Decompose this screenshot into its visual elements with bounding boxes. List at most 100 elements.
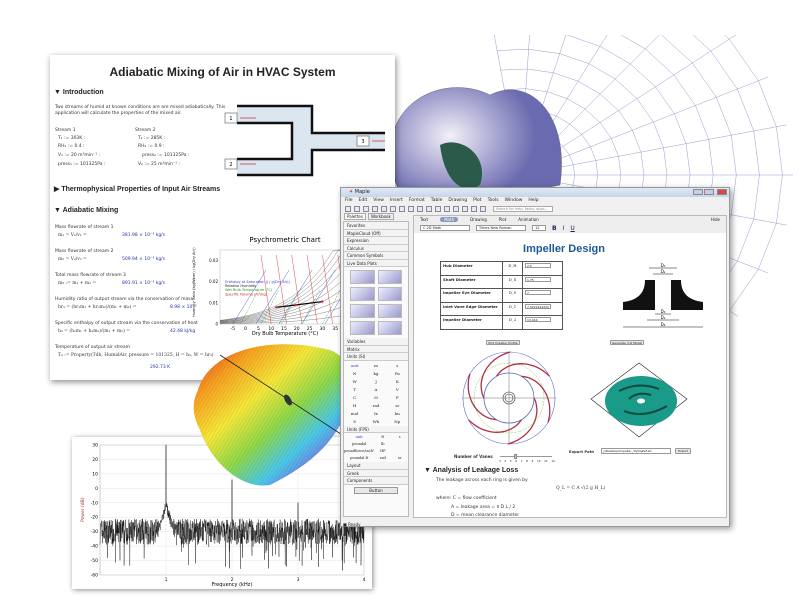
unit-symbol[interactable]: S [353, 418, 357, 424]
vanes-slider[interactable] [500, 454, 552, 459]
style-select[interactable]: C 2D Math [420, 225, 470, 231]
section-leakage-loss[interactable]: ▼ Analysis of Leakage Loss [424, 467, 519, 474]
paste-icon[interactable] [408, 205, 414, 212]
plot-type-icon[interactable] [377, 304, 402, 318]
palette-header[interactable]: Units (SI) [344, 353, 408, 361]
unit-symbol[interactable]: ft [381, 435, 385, 439]
menu-format[interactable]: Format [408, 198, 425, 203]
minimize-button[interactable] [693, 189, 703, 195]
export-path-input[interactable]: y\Desktop\Impeller_3lyOqZeF.stl [601, 448, 671, 454]
menu-help[interactable]: Help [528, 198, 539, 203]
unit-symbol[interactable]: unit [355, 435, 363, 439]
redo-icon[interactable] [426, 205, 432, 212]
generate-3d-model-button[interactable]: Generate 3-D Model [610, 340, 644, 345]
hide-button[interactable]: Hide [710, 217, 720, 222]
menu-plot[interactable]: Plot [473, 198, 482, 203]
unit-symbol[interactable]: kg [373, 370, 379, 376]
palette-header[interactable]: Expression [344, 237, 408, 245]
menu-file[interactable]: File [345, 198, 353, 203]
plot-type-icon[interactable] [350, 304, 375, 318]
export-icon[interactable] [381, 205, 387, 212]
parameter-input[interactable]: 2.5 [525, 263, 551, 268]
close-button[interactable] [717, 189, 727, 195]
menu-view[interactable]: View [373, 198, 384, 203]
palette-header[interactable]: Live Data Plots [344, 259, 408, 267]
unit-symbol[interactable]: C [353, 394, 357, 400]
tab-drawing[interactable]: Drawing [470, 217, 487, 222]
open-icon[interactable] [354, 205, 360, 212]
unit-symbol[interactable]: s [396, 362, 399, 368]
tab-animation[interactable]: Animation [518, 217, 539, 222]
help-icon[interactable] [480, 205, 486, 212]
palette-header[interactable]: Favorites [344, 222, 408, 230]
print-icon[interactable] [372, 205, 378, 212]
unit-symbol[interactable]: Np [394, 418, 401, 424]
plot-type-icon[interactable] [377, 321, 402, 335]
size-select[interactable]: 12 [532, 225, 546, 231]
vanes-slider-thumb[interactable] [514, 454, 517, 459]
tab-workbook[interactable]: Workbook [367, 213, 394, 220]
plot-impeller-profile-button[interactable]: Plot Impeller Profile [486, 340, 520, 345]
menu-drawing[interactable]: Drawing [448, 198, 468, 203]
menu-window[interactable]: Window [504, 198, 523, 203]
palette-header[interactable]: Matrix [344, 345, 408, 353]
section-thermophysical[interactable]: ▶ Thermophysical Properties of Input Air… [54, 186, 221, 193]
unit-symbol[interactable]: s [398, 435, 401, 439]
unit-symbol[interactable]: Pa [394, 370, 400, 376]
menu-insert[interactable]: Insert [389, 198, 403, 203]
unit-symbol[interactable]: A [374, 386, 378, 392]
zoom-in-icon[interactable] [462, 205, 468, 212]
unit-symbol[interactable]: Wb [372, 418, 380, 424]
tab-text[interactable]: Text [420, 217, 429, 222]
unit-symbol[interactable]: lm [394, 410, 400, 416]
new-icon[interactable] [345, 205, 351, 212]
plot-type-icon[interactable] [350, 321, 375, 335]
unit-symbol[interactable]: N [352, 370, 357, 376]
palette-header[interactable]: Variables [344, 338, 408, 346]
execute-icon[interactable] [453, 205, 459, 212]
cut-icon[interactable] [390, 205, 396, 212]
unit-symbol[interactable]: sr [397, 456, 402, 460]
unit-symbol[interactable]: rad [372, 402, 380, 408]
unit-symbol[interactable]: lb [381, 442, 385, 446]
font-select[interactable]: Times New Roman [476, 225, 526, 231]
math-icon[interactable] [444, 205, 450, 212]
parameter-input[interactable]: 7.5222222222 [525, 303, 551, 309]
unit-symbol[interactable]: HP [380, 449, 386, 453]
unit-symbol[interactable]: K [395, 378, 399, 384]
parameter-input[interactable]: 1.75 [525, 276, 551, 282]
underline-button[interactable]: U [570, 224, 575, 232]
palette-header[interactable]: MapleCloud (Off) [344, 229, 408, 237]
tab-palettes[interactable]: Palettes [344, 213, 366, 220]
plot-type-icon[interactable] [350, 270, 375, 284]
export-button[interactable]: Export [675, 448, 691, 454]
tab-math[interactable]: Math [440, 217, 459, 222]
plot-type-icon[interactable] [377, 270, 402, 284]
save-icon[interactable] [363, 205, 369, 212]
unit-symbol[interactable] [391, 442, 408, 446]
unit-symbol[interactable]: W [352, 378, 357, 384]
unit-symbol[interactable]: rad [379, 456, 386, 460]
maximize-button[interactable] [704, 189, 714, 195]
zoom-out-icon[interactable] [471, 205, 477, 212]
parameter-input[interactable]: 13.444 [525, 317, 551, 322]
plot-type-icon[interactable] [377, 287, 402, 301]
menu-edit[interactable]: Edit [358, 198, 368, 203]
search-input[interactable]: Search for help, tasks, apps... [493, 205, 553, 212]
section-adiabatic-mixing[interactable]: ▼ Adiabatic Mixing [54, 207, 119, 214]
palette-header[interactable]: Calculus [344, 244, 408, 252]
unit-symbol[interactable]: T [353, 386, 356, 392]
palette-header[interactable]: Units (FPS) [344, 425, 408, 433]
unit-symbol[interactable]: unit [350, 362, 359, 368]
text-icon[interactable] [435, 205, 441, 212]
unit-symbol[interactable]: J [375, 378, 377, 384]
unit-symbol[interactable]: poundforce/inch² [344, 449, 375, 453]
component-button[interactable]: Button [354, 486, 398, 494]
palette-header[interactable]: Common Symbols [344, 252, 408, 260]
unit-symbol[interactable]: mol [350, 410, 359, 416]
palette-header[interactable]: Components [344, 477, 408, 485]
section-introduction[interactable]: ▼ Introduction [54, 89, 104, 96]
unit-symbol[interactable]: F [395, 394, 399, 400]
unit-symbol[interactable] [391, 449, 408, 453]
unit-symbol[interactable]: poundal ft [350, 456, 369, 460]
